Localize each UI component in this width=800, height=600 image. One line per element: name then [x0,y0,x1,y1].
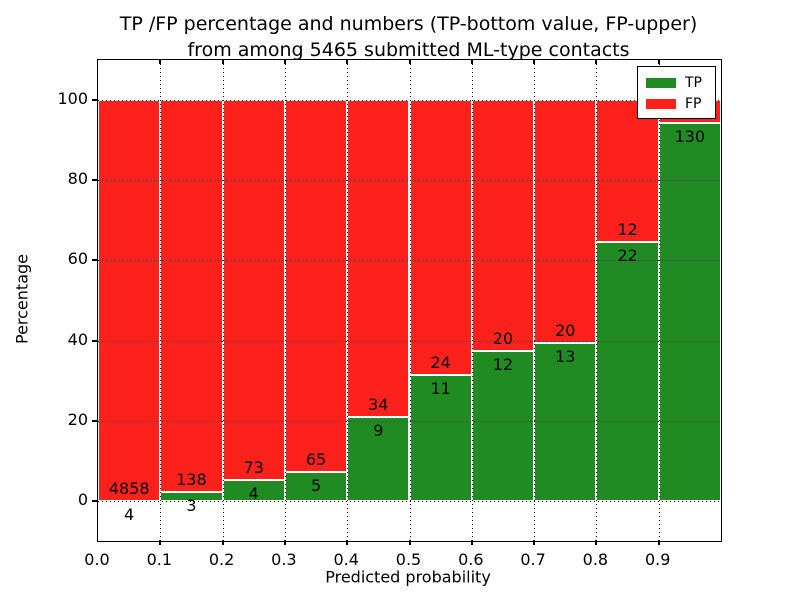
x-gridline [658,60,660,541]
x-tick-mark-bottom [533,540,536,545]
x-tick-mark-bottom [283,540,286,545]
x-tick-mark-bottom [595,540,598,545]
x-gridline [347,60,349,541]
x-tick-label: 0.2 [208,550,235,569]
x-tick-label: 0.9 [644,550,671,569]
bar-segment-fp [284,100,348,473]
y-tick-label: 80 [67,169,88,189]
x-tick-label: 0.3 [271,550,297,569]
y-tick-mark [92,419,97,422]
chart-title-line2: from among 5465 submitted ML-type contac… [187,39,630,61]
x-tick-mark-bottom [221,540,224,545]
y-tick-label: 40 [67,329,88,349]
bar-segment-fp [347,100,410,418]
fp-count-label: 34 [368,395,389,415]
tp-color-swatch [646,77,676,88]
y-tick-mark [92,259,97,262]
bar-segment-fp [98,100,161,501]
legend-item-tp: TP [646,72,715,93]
x-gridline [284,60,286,541]
x-tick-mark-bottom [159,540,162,545]
x-tick-label: 0.1 [146,550,173,569]
bar-segment-fp [409,100,472,375]
tp-count-label: 9 [373,421,384,441]
fp-count-label: 24 [430,352,451,372]
fp-count-label: 20 [555,321,576,340]
tp-count-label: 13 [555,347,576,366]
fp-count-label: 4858 [108,478,150,498]
x-gridline [222,60,224,541]
legend-label-fp: FP [685,95,702,112]
x-tick-label: 0.6 [458,550,484,569]
chart-title-line1: TP /FP percentage and numbers (TP-bottom… [119,13,698,35]
bar-segment-tp [409,374,472,501]
fp-count-label: 12 [617,219,638,239]
bar-segment-fp [534,100,597,343]
fp-count-label: 73 [243,458,264,478]
bar-segment-tp [534,343,597,501]
x-gridline [596,60,598,541]
tp-count-label: 12 [492,354,514,374]
x-axis-title: Predicted probability [325,567,491,587]
plot-area: 48584138373465534924112012201312228130 T… [97,59,722,542]
tp-count-label: 130 [674,127,706,147]
fp-count-label: 65 [305,450,327,470]
bar-segment-fp [160,100,223,493]
tp-count-label: 4 [124,504,135,524]
x-gridline [471,60,473,541]
fp-count-label: 138 [176,470,207,490]
x-tick-label: 0.7 [520,550,546,569]
bar-segment-tp [471,350,535,501]
bar-segment-fp [471,100,535,351]
tp-count-label: 11 [430,378,451,398]
bar-segment-tp [596,241,659,501]
x-tick-mark-bottom [346,540,349,545]
bar-segment-tp [658,123,721,501]
fp-count-label: 20 [492,328,514,348]
y-tick-mark [92,99,97,102]
x-tick-label: 0.8 [582,550,609,569]
x-tick-mark-bottom [470,540,473,545]
y-tick-mark [92,179,97,182]
legend-label-tp: TP [685,74,702,91]
tp-count-label: 4 [248,484,259,504]
tp-count-label: 22 [617,245,638,265]
y-tick-label: 60 [67,249,88,269]
bar-segment-fp [222,100,285,481]
legend-item-fp: FP [646,93,715,114]
legend: TP FP [637,66,716,119]
x-tick-label: 0.4 [333,550,359,569]
x-gridline [409,60,411,541]
x-tick-mark-bottom [408,540,411,545]
x-tick-label: 0.0 [84,550,110,569]
y-tick-label: 0 [77,489,88,509]
y-tick-mark [92,499,97,502]
fp-color-swatch [646,98,676,109]
y-tick-label: 20 [67,409,88,429]
y-tick-mark [92,339,97,342]
tp-count-label: 5 [310,476,322,496]
y-tick-label: 100 [57,89,88,109]
x-gridline [160,60,162,541]
x-tick-label: 0.5 [395,550,422,569]
x-gridline [534,60,536,541]
tp-count-label: 3 [186,496,197,516]
chart-title: TP /FP percentage and numbers (TP-bottom… [97,11,720,63]
bar-segment-tp [284,472,348,501]
x-tick-mark-bottom [657,540,660,545]
